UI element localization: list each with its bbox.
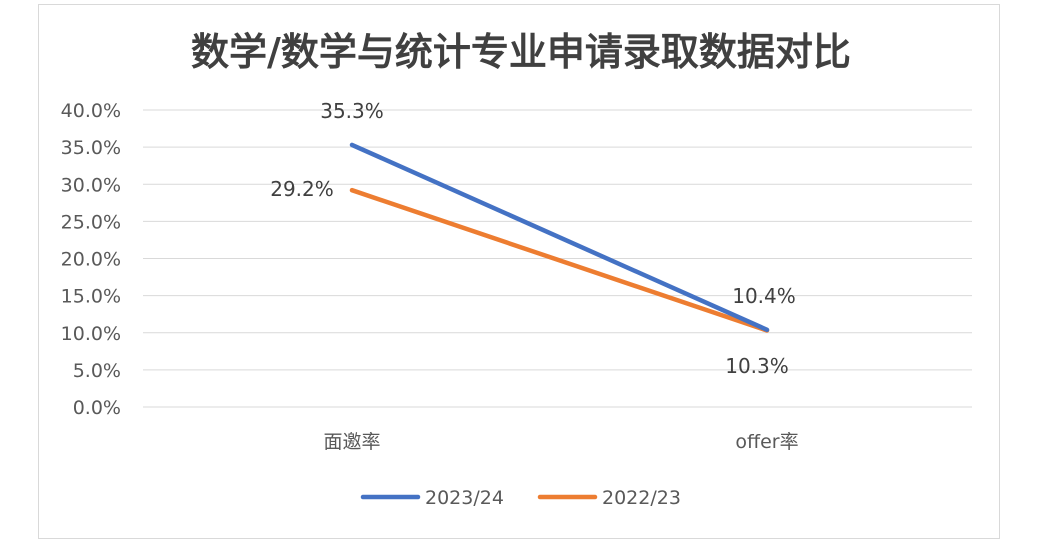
x-tick-label: 面邀率: [323, 431, 380, 453]
y-tick-label: 10.0%: [61, 323, 121, 345]
y-tick-label: 0.0%: [73, 397, 121, 419]
y-tick-label: 25.0%: [61, 211, 121, 233]
y-tick-label: 40.0%: [61, 100, 121, 122]
y-axis-ticks: 0.0% 5.0% 10.0% 15.0% 20.0% 25.0% 30.0% 35.0% 40…: [61, 100, 121, 419]
data-label: 10.3%: [725, 354, 789, 378]
chart-frame: [38, 4, 1000, 539]
series-line: [349, 187, 770, 333]
y-tick-label: 15.0%: [61, 286, 121, 308]
x-axis-ticks: 面邀率 offer率: [323, 431, 798, 453]
series-lines: [349, 142, 770, 333]
y-tick-label: 5.0%: [73, 360, 121, 382]
data-label: 10.4%: [732, 284, 796, 308]
data-label: 29.2%: [270, 177, 334, 201]
data-labels: 35.3% 10.4% 29.2% 10.3%: [270, 99, 796, 378]
data-label: 35.3%: [320, 99, 384, 123]
series-line: [349, 142, 770, 333]
legend-label: 2022/23: [602, 487, 681, 509]
legend-label: 2023/24: [425, 487, 504, 509]
x-tick-label: offer率: [735, 431, 798, 453]
legend: 2023/24 2022/23: [360, 487, 681, 509]
y-tick-label: 30.0%: [61, 174, 121, 196]
y-tick-label: 35.0%: [61, 137, 121, 159]
y-tick-label: 20.0%: [61, 249, 121, 271]
chart-title: 数学/数学与统计专业申请录取数据对比: [191, 29, 851, 74]
gridlines: [143, 109, 972, 408]
